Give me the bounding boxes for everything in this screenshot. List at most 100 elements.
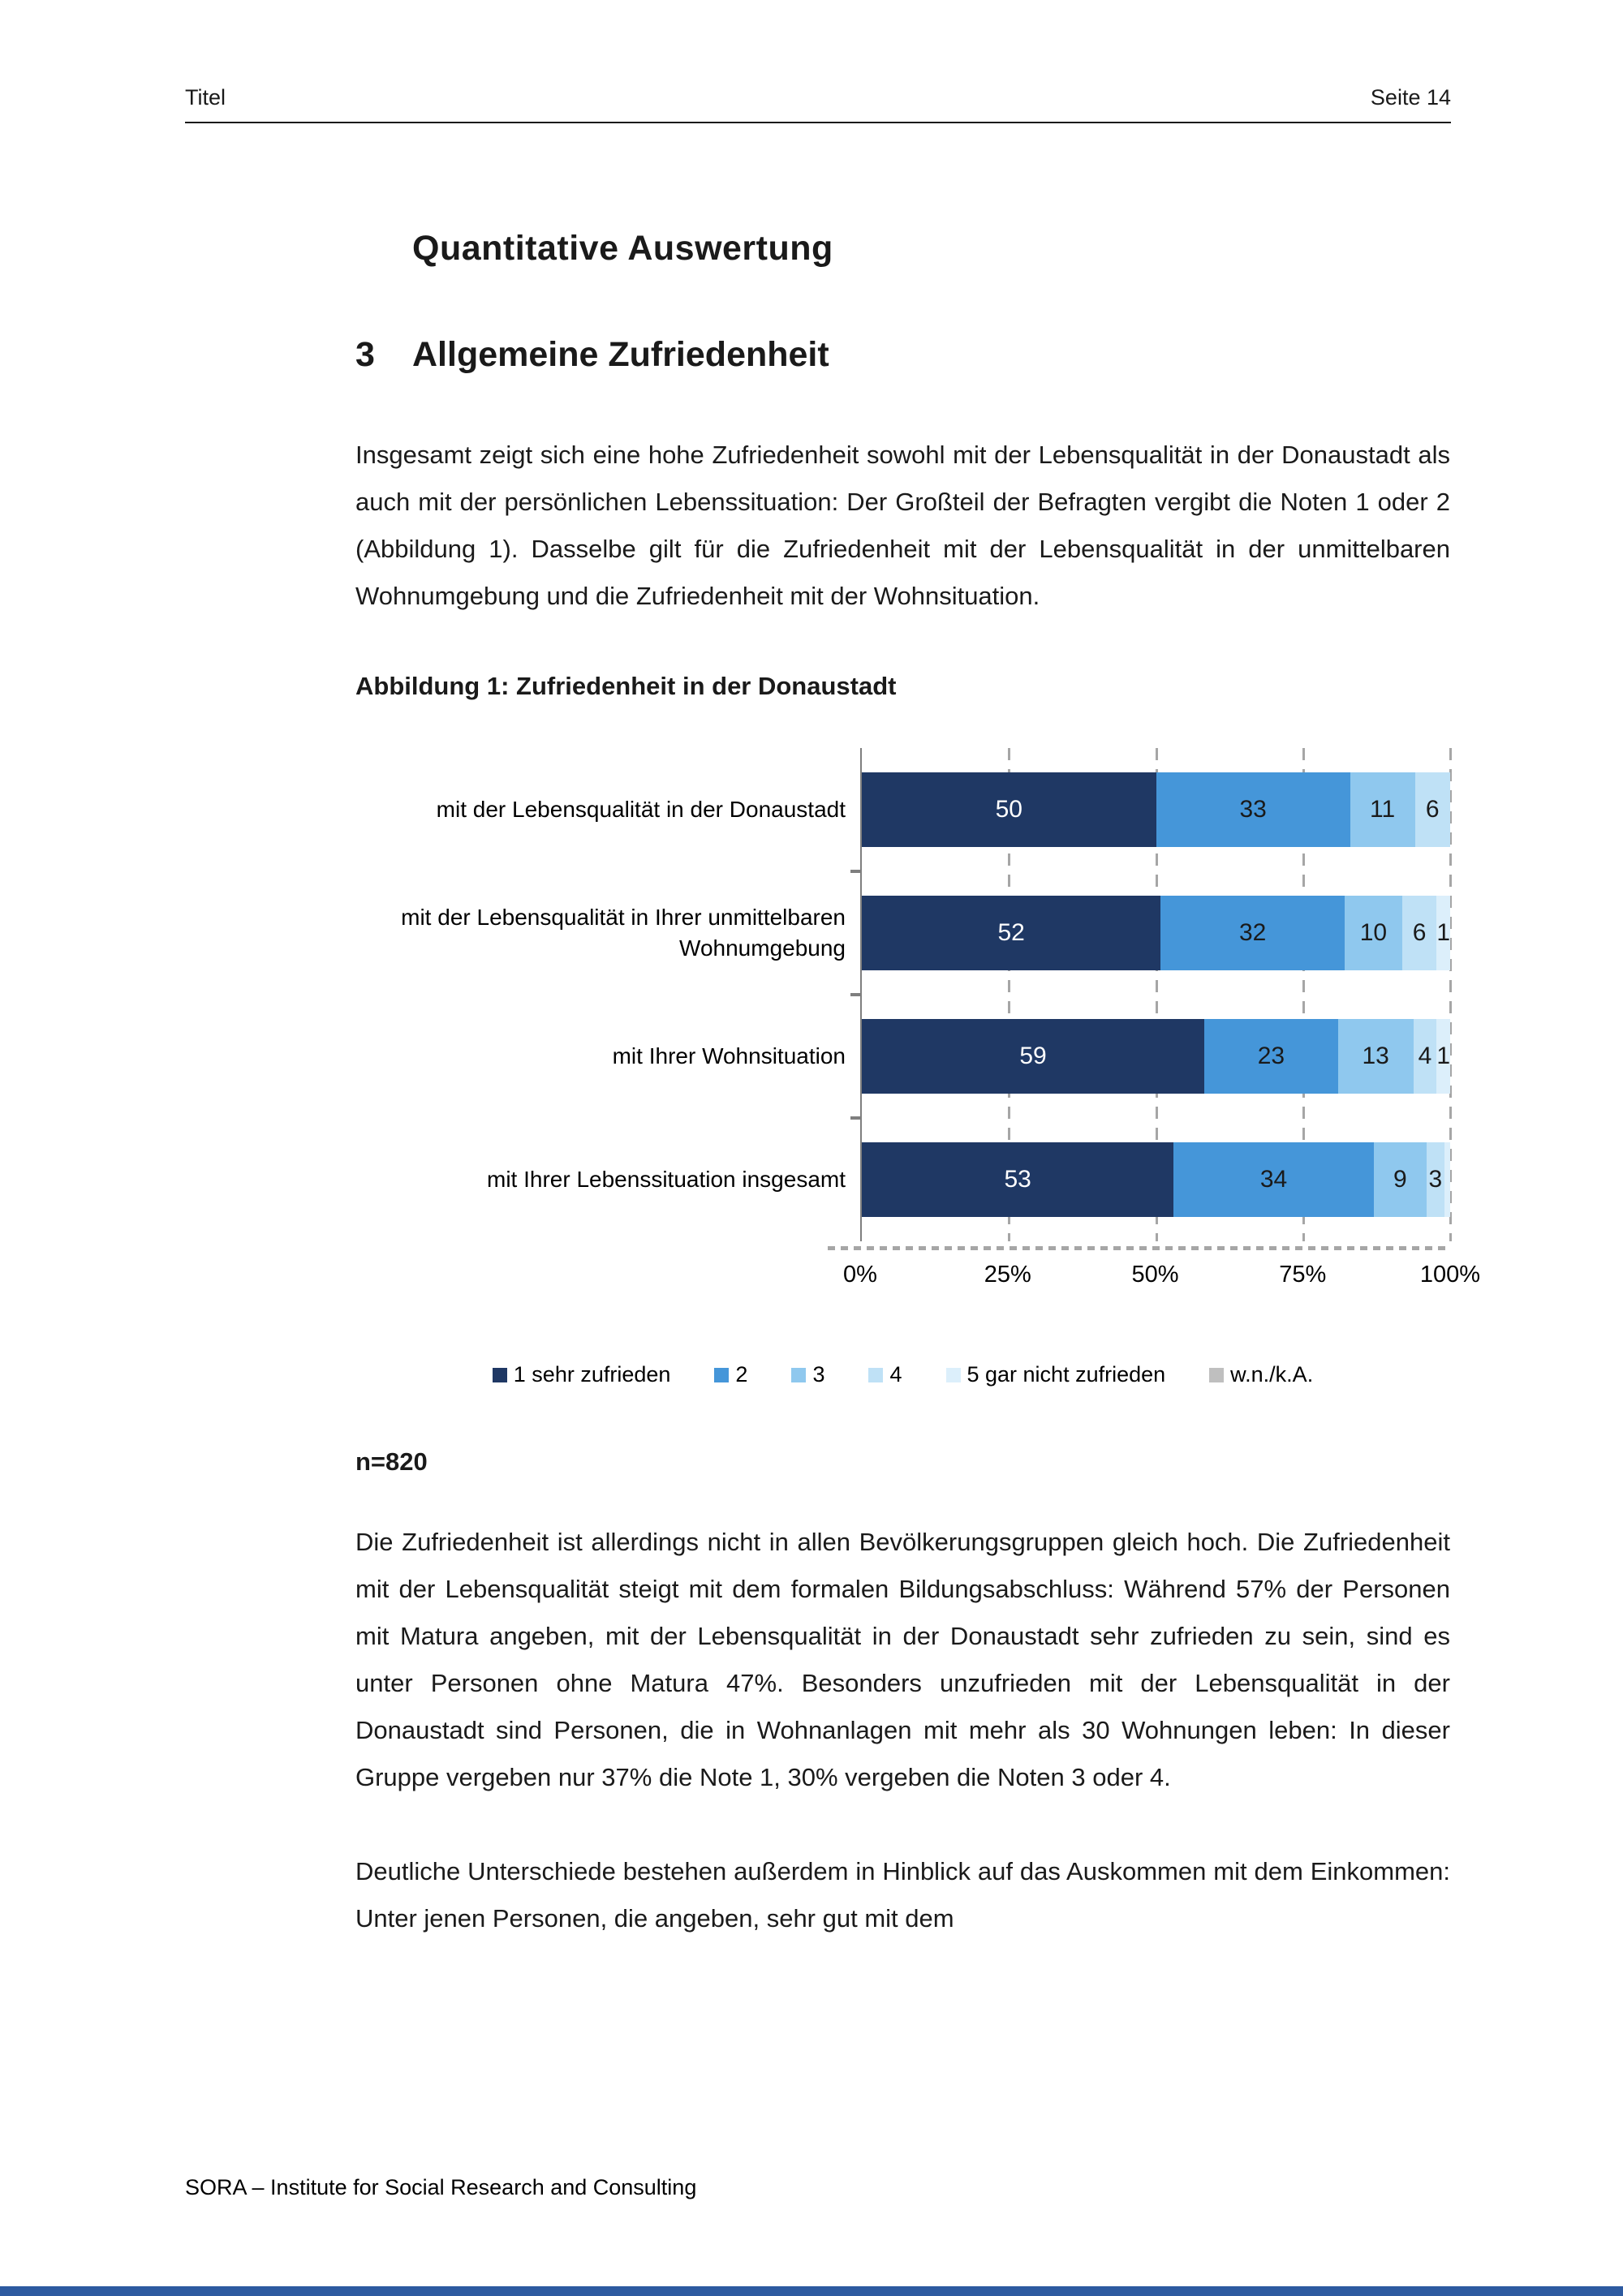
- x-tick-label: 50%: [1131, 1262, 1179, 1288]
- legend-label: 4: [889, 1362, 902, 1387]
- axis-tick-mark: [850, 1116, 860, 1120]
- legend-swatch-icon: [868, 1367, 884, 1382]
- header-page-number: Seite 14: [1370, 85, 1451, 110]
- gridline: [1449, 748, 1452, 1241]
- bar-segment-value: 52: [997, 919, 1025, 946]
- bar-segment-value: 9: [1393, 1166, 1407, 1193]
- bar-segment-value: 33: [1239, 796, 1267, 823]
- bar-segment-value: 3: [1428, 1166, 1443, 1193]
- bar-segment-value: 23: [1257, 1043, 1285, 1069]
- gridline: [1155, 748, 1158, 1241]
- bar-segment: 13: [1337, 1019, 1414, 1094]
- bar-segment: 9: [1373, 1142, 1427, 1217]
- figure-caption: Abbildung 1: Zufriedenheit in der Donaus…: [355, 672, 897, 700]
- legend-swatch-icon: [492, 1367, 507, 1382]
- paragraph-2: Die Zufriedenheit ist allerdings nicht i…: [355, 1528, 1450, 1791]
- x-tick-label: 25%: [984, 1262, 1031, 1288]
- category-label: mit Ihrer Lebenssituation insgesamt: [487, 1167, 846, 1192]
- x-tick-label: 100%: [1419, 1262, 1481, 1288]
- stacked-bar: 53 34 9 3: [862, 1142, 1450, 1217]
- bar-segment: 52: [862, 896, 1161, 970]
- legend-item: 1 sehr zufrieden: [492, 1362, 671, 1387]
- category-label: mit Ihrer Wohnsituation: [612, 1043, 846, 1068]
- legend-label: 5 gar nicht zufrieden: [966, 1362, 1166, 1387]
- stacked-bar: 50 33 11 6: [862, 772, 1450, 847]
- bar-segment: 32: [1160, 896, 1345, 970]
- bar-segment: 6: [1401, 896, 1437, 970]
- bar-row: 59 23 13 4 1: [862, 995, 1451, 1118]
- footer-accent-bar: [0, 2286, 1623, 2296]
- bar-segment-value: 10: [1359, 919, 1388, 946]
- bar-segment: 34: [1173, 1142, 1374, 1217]
- legend-swatch-icon: [714, 1367, 730, 1382]
- bar-segment: 23: [1204, 1019, 1338, 1094]
- bar-segment: [1444, 1142, 1450, 1217]
- stacked-bar: 59 23 13 4 1: [862, 1019, 1451, 1094]
- x-tick-label: 75%: [1279, 1262, 1327, 1288]
- category-label: mit der Lebensqualität in Ihrer unmittel…: [401, 905, 846, 961]
- plot-area: 50 33 11 6 52 32 10 6 1 59 23 13 4 1 53 34 9 3: [850, 748, 1452, 1241]
- bar-segment: 10: [1344, 896, 1402, 970]
- bar-segment: 53: [862, 1142, 1174, 1217]
- footer-text: SORA – Institute for Social Research and…: [185, 2175, 697, 2199]
- category-labels-column: mit der Lebensqualität in der Donaustadt…: [355, 748, 860, 1241]
- legend-label: 3: [812, 1362, 825, 1387]
- bar-segment: 3: [1427, 1142, 1444, 1217]
- header-left-title: Titel: [185, 85, 226, 110]
- content-column: Quantitative Auswertung 3 Allgemeine Zuf…: [355, 229, 1480, 1942]
- bar-segment: 4: [1413, 1019, 1437, 1094]
- axis-tick-mark: [850, 993, 860, 996]
- bar-segment-value: 50: [995, 796, 1022, 823]
- stacked-bar-chart: mit der Lebensqualität in der Donaustadt…: [355, 748, 1452, 1241]
- x-axis-line: [828, 1246, 1450, 1250]
- legend-swatch-icon: [1209, 1367, 1225, 1382]
- paragraph-3: Deutliche Unterschiede bestehen außerdem…: [355, 1857, 1450, 1933]
- section-heading: 3 Allgemeine Zufriedenheit: [355, 335, 1450, 375]
- bar-segment-value: 4: [1418, 1043, 1432, 1069]
- bar-segment-value: 6: [1425, 796, 1440, 823]
- legend-item: 3: [791, 1362, 824, 1387]
- bar-segment-value: 59: [1019, 1043, 1047, 1069]
- category-label: mit der Lebensqualität in der Donaustadt: [436, 797, 846, 822]
- chart-legend: 1 sehr zufrieden 2 3 4 5 gar nicht zufrieden…: [355, 1362, 1450, 1387]
- x-axis-tick-labels: 0% 25% 50% 75% 100%: [843, 1262, 1480, 1297]
- bar-segment: 11: [1350, 772, 1415, 847]
- bar-row: 53 34 9 3: [862, 1118, 1450, 1241]
- document-title: Quantitative Auswertung: [412, 229, 833, 268]
- legend-label: w.n./k.A.: [1230, 1362, 1314, 1387]
- bar-segment-value: 34: [1259, 1166, 1288, 1193]
- gridline: [1302, 748, 1305, 1241]
- legend-label: 1 sehr zufrieden: [513, 1362, 671, 1387]
- legend-label: 2: [735, 1362, 748, 1387]
- bar-row: 52 32 10 6 1: [862, 871, 1450, 995]
- legend-item: 4: [868, 1362, 902, 1387]
- legend-swatch-icon: [791, 1367, 807, 1382]
- section-number: 3: [355, 335, 375, 374]
- bar-segment: 6: [1414, 772, 1450, 847]
- bar-segment-value: 11: [1370, 796, 1396, 823]
- bar-segment: 33: [1156, 772, 1350, 847]
- legend-item: 2: [714, 1362, 747, 1387]
- bar-segment: 50: [862, 772, 1156, 847]
- bar-segment-value: 13: [1362, 1043, 1389, 1069]
- legend-item: 5 gar nicht zufrieden: [945, 1362, 1166, 1387]
- stacked-bar: 52 32 10 6 1: [862, 896, 1450, 970]
- axis-tick-mark: [850, 870, 860, 873]
- bar-segment-value: 6: [1412, 919, 1427, 946]
- x-tick-label: 0%: [843, 1262, 877, 1288]
- section-heading-text: Allgemeine Zufriedenheit: [412, 335, 829, 374]
- bar-segment-value: 1: [1436, 919, 1450, 946]
- paragraph-1: Insgesamt zeigt sich eine hohe Zufrieden…: [355, 441, 1450, 610]
- legend-swatch-icon: [945, 1367, 961, 1382]
- legend-item: w.n./k.A.: [1209, 1362, 1313, 1387]
- bar-segment-value: 1: [1436, 1043, 1451, 1069]
- bar-segment: 1: [1436, 1019, 1451, 1094]
- bar-row: 50 33 11 6: [862, 748, 1450, 871]
- bar-segment: 59: [862, 1019, 1205, 1094]
- bar-segment: 1: [1436, 896, 1450, 970]
- gridline: [1008, 748, 1011, 1241]
- page-header: Titel Seite 14: [185, 85, 1451, 123]
- bar-segment-value: 32: [1238, 919, 1267, 946]
- sample-size-note: n=820: [355, 1447, 428, 1476]
